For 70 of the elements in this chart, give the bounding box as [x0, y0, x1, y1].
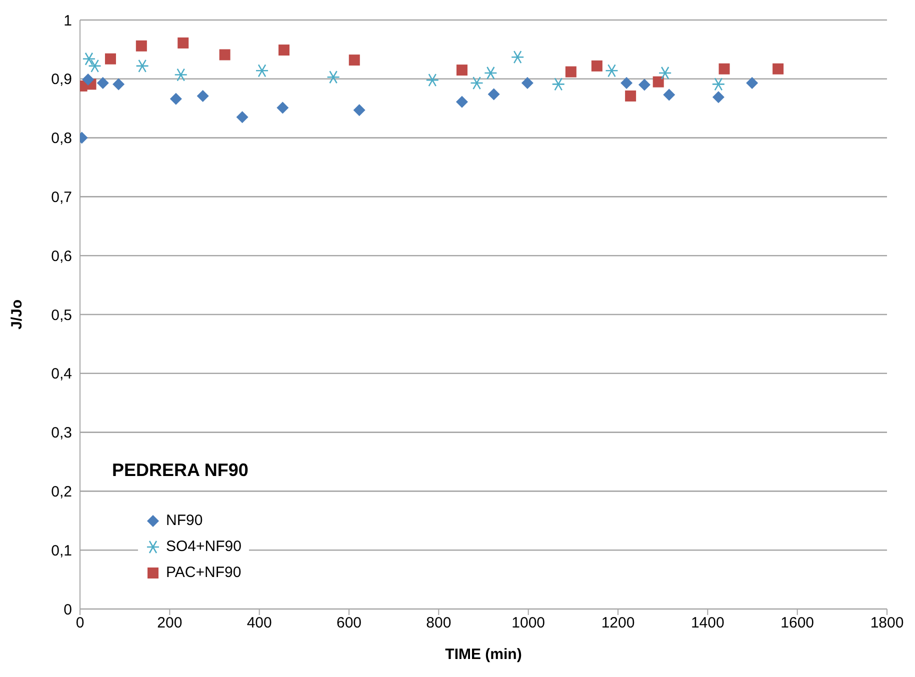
x-tick-label: 600 [336, 614, 362, 632]
x-tick-label: 400 [246, 614, 272, 632]
point [82, 52, 96, 66]
point [236, 111, 248, 124]
point [658, 66, 672, 80]
point [510, 50, 524, 64]
point [88, 59, 102, 73]
y-tick-label: 1 [64, 12, 72, 30]
point [348, 54, 360, 66]
point [426, 73, 440, 87]
point [620, 77, 633, 90]
point [565, 66, 576, 78]
y-axis-title: J/Jo [8, 299, 26, 330]
point [326, 70, 340, 84]
point [136, 40, 147, 52]
x-axis-title: TIME (min) [445, 646, 522, 663]
point [112, 78, 125, 90]
point [136, 59, 149, 73]
y-tick-label: 0,7 [51, 189, 72, 206]
point [82, 73, 94, 86]
y-tick-label: 0,9 [51, 71, 72, 88]
point [96, 77, 109, 90]
point [638, 78, 650, 91]
point [521, 77, 534, 90]
text: PEDRERA NF90 [108, 460, 252, 481]
point [484, 66, 498, 80]
point [278, 44, 290, 56]
point [174, 68, 188, 82]
point [625, 90, 636, 102]
point [178, 37, 189, 48]
point [276, 102, 289, 114]
y-tick-label: 0 [64, 601, 72, 618]
y-tick-label: 0,8 [51, 130, 72, 148]
y-tick-label: 0,3 [51, 424, 72, 442]
point [712, 91, 724, 104]
point [746, 77, 758, 90]
point [104, 53, 116, 64]
point [255, 64, 269, 78]
x-tick-label: 1400 [690, 614, 724, 632]
point [470, 76, 484, 90]
y-tick-label: 0,4 [51, 366, 72, 383]
legend-label: SO4+NF90 [165, 537, 242, 557]
y-tick-label: 0,2 [51, 484, 72, 501]
y-tick-label: 0,5 [51, 306, 72, 324]
point [196, 90, 209, 102]
x-tick-label: 0 [76, 614, 84, 632]
x-tick-label: 200 [157, 614, 182, 632]
point [591, 60, 602, 72]
y-tick-label: 0,6 [51, 248, 72, 265]
point [652, 76, 664, 88]
point [353, 104, 366, 116]
point [772, 63, 784, 74]
x-tick-label: 1600 [780, 614, 814, 632]
point [488, 88, 500, 100]
x-tick-label: 1800 [870, 614, 904, 632]
point [712, 78, 726, 91]
x-tick-label: 1000 [512, 614, 546, 632]
legend-label: NF90 [165, 511, 204, 531]
x-tick-label: 1200 [601, 614, 635, 632]
x-tick-label: 800 [426, 614, 452, 632]
point [552, 78, 566, 91]
legend-label: PAC+NF90 [165, 563, 242, 583]
point [456, 96, 468, 108]
point [605, 64, 618, 78]
point [718, 63, 730, 74]
point [170, 92, 182, 105]
point [219, 49, 230, 60]
point [663, 88, 676, 101]
point [456, 64, 468, 76]
y-tick-label: 0,1 [51, 542, 72, 560]
